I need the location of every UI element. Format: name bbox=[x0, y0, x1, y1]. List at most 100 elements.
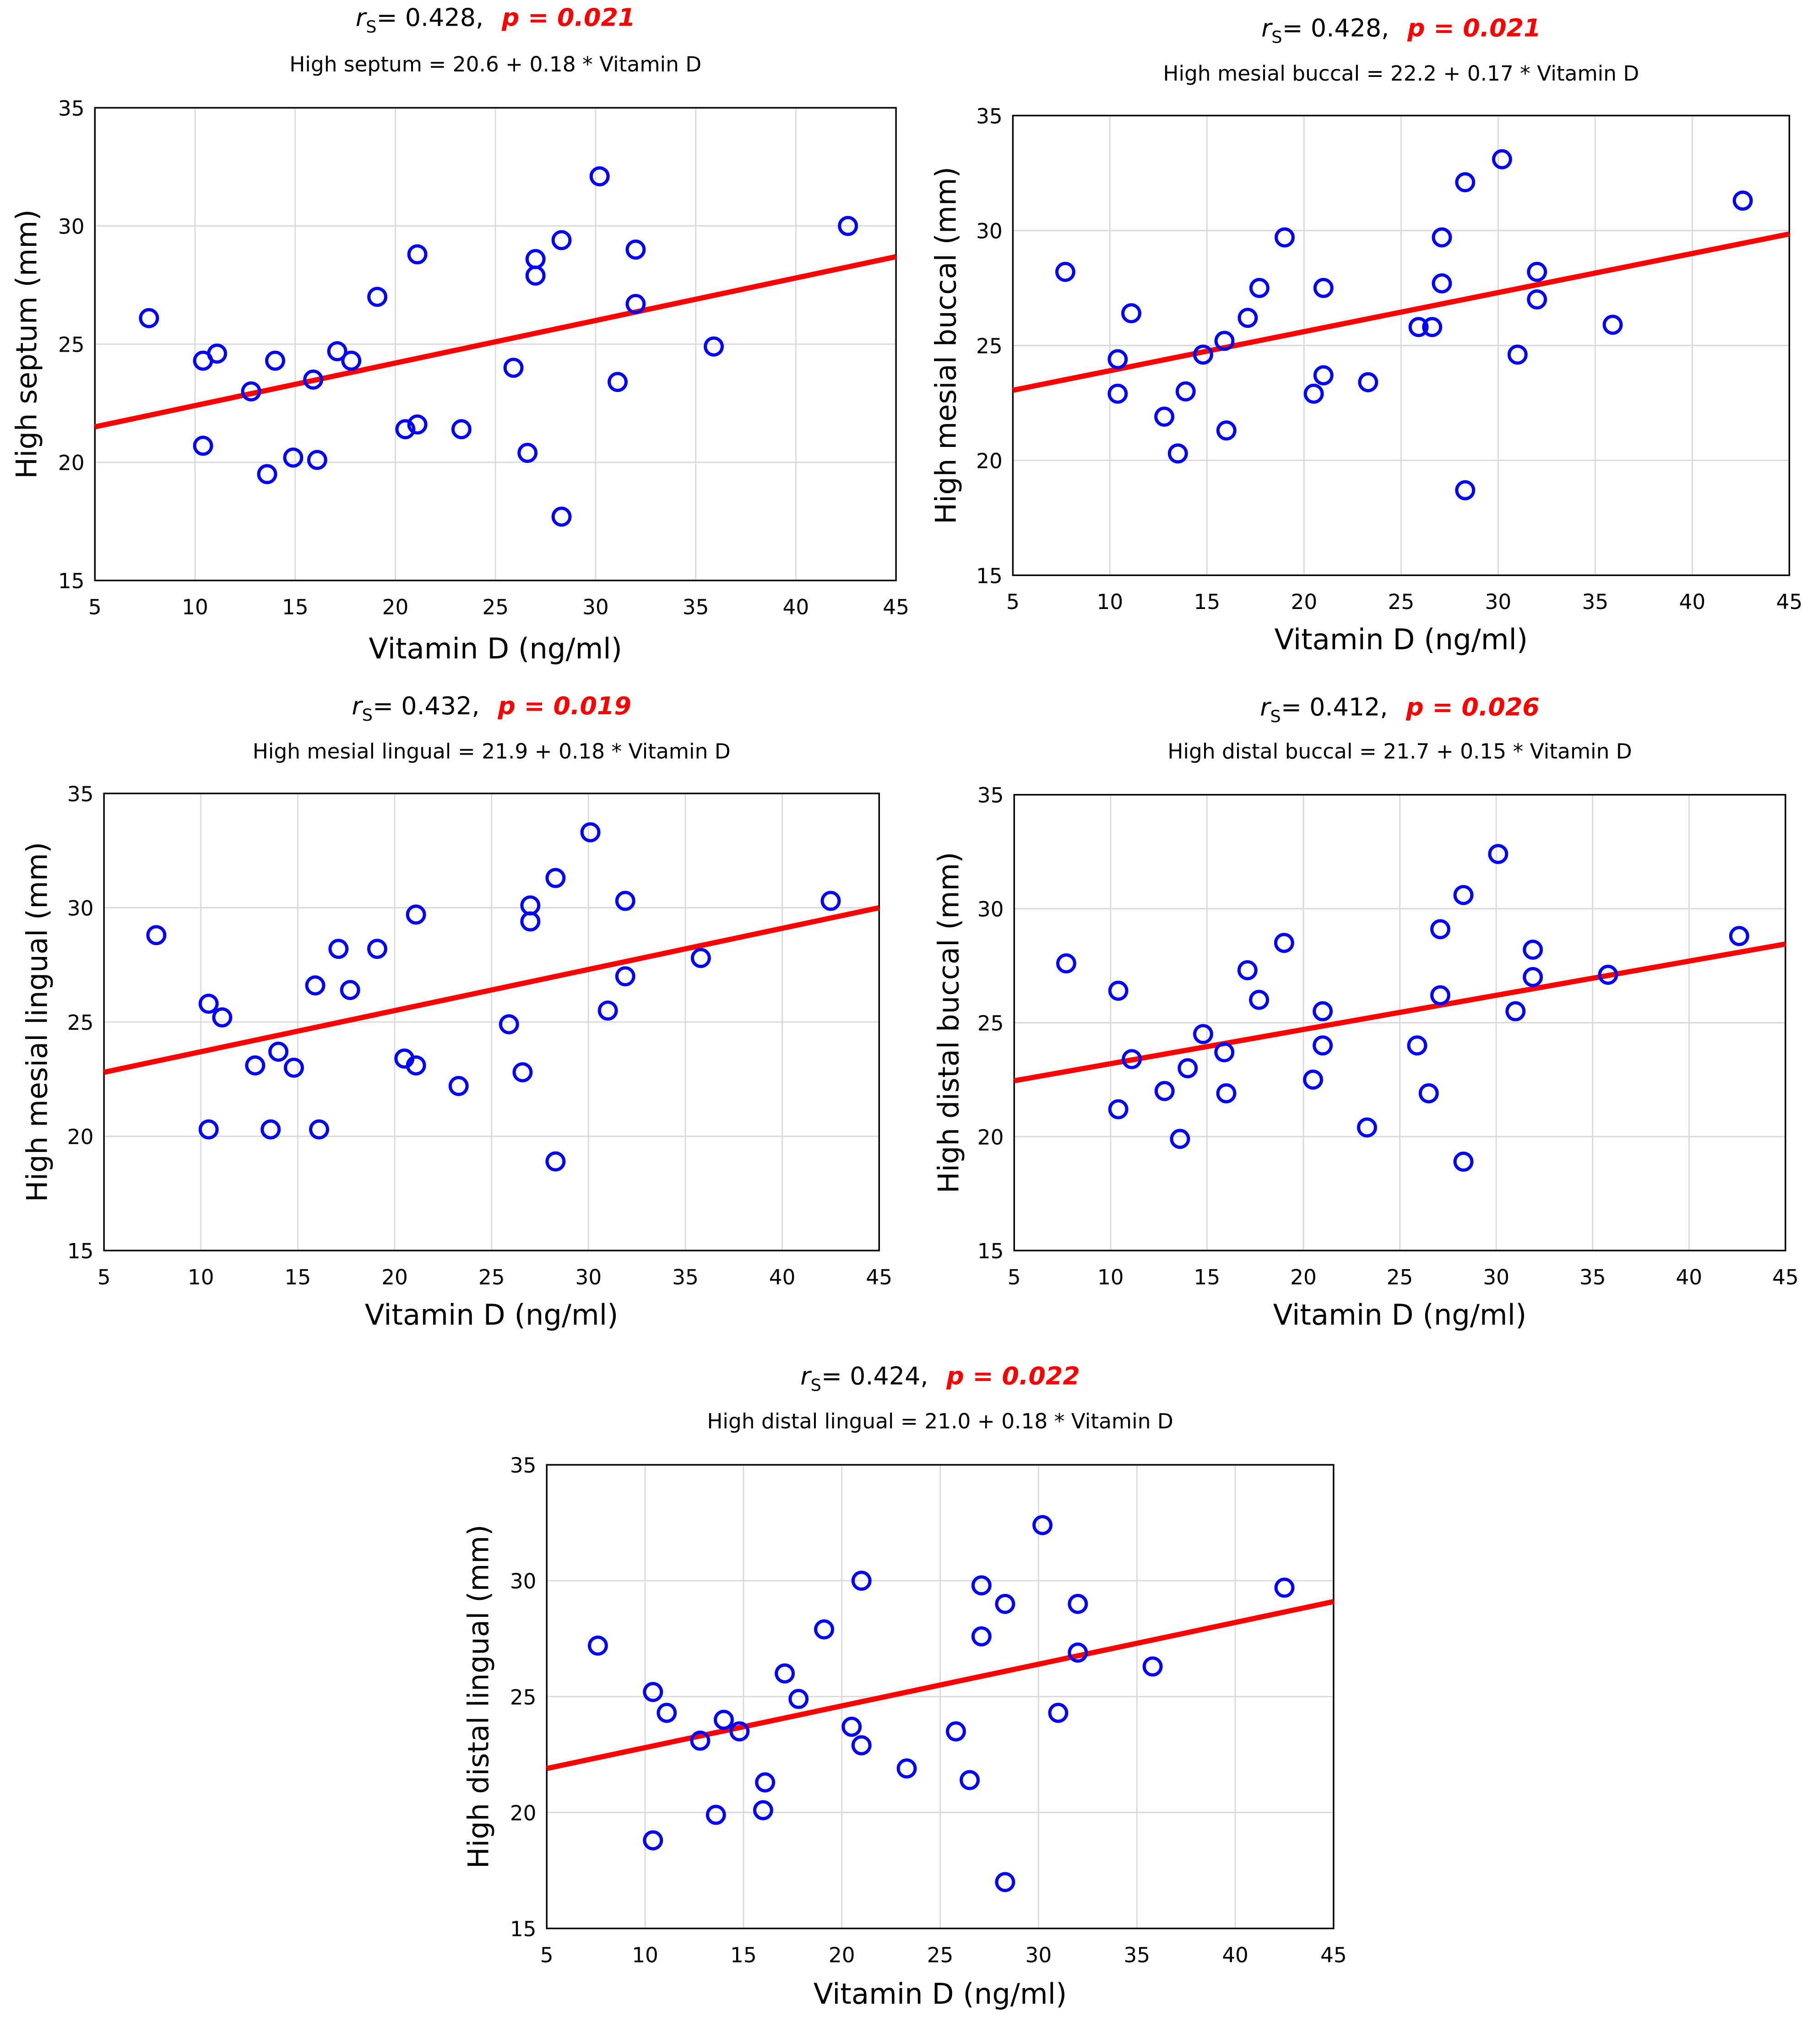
plot-frame bbox=[1013, 794, 1786, 1251]
data-point bbox=[1068, 1642, 1088, 1663]
data-point bbox=[517, 443, 538, 463]
p-value: p = 0.022 bbox=[946, 1361, 1080, 1390]
chart-title: rS= 0.428, p = 0.021 bbox=[356, 3, 635, 37]
data-point bbox=[367, 287, 388, 307]
data-point bbox=[1453, 885, 1474, 905]
data-point bbox=[971, 1626, 992, 1647]
regression-line bbox=[1012, 231, 1790, 393]
data-point bbox=[1170, 1129, 1190, 1149]
data-point bbox=[705, 1805, 726, 1825]
data-point bbox=[1237, 960, 1258, 980]
scatter-panel-2: 5 10 15 20 25 30 35 40 45 15 20 25 30 35 rS= 0.428, p =… bbox=[929, 13, 1803, 656]
data-point bbox=[615, 966, 635, 987]
data-point bbox=[1107, 383, 1128, 404]
data-point bbox=[1237, 308, 1258, 328]
data-point bbox=[1313, 277, 1334, 298]
rs-symbol: r bbox=[1260, 693, 1271, 722]
data-point bbox=[305, 975, 326, 996]
data-point bbox=[1358, 372, 1378, 392]
data-point bbox=[1175, 381, 1196, 402]
data-point bbox=[851, 1735, 872, 1756]
scatter-panel-3: 5 10 15 20 25 30 35 40 45 15 20 25 30 35 rS= 0.432, p =… bbox=[20, 691, 892, 1332]
data-point bbox=[971, 1575, 992, 1596]
data-point bbox=[193, 435, 213, 456]
x-tick-label: 10 bbox=[632, 1943, 658, 1967]
rs-symbol: r bbox=[800, 1361, 812, 1390]
data-point bbox=[851, 1571, 872, 1591]
data-point bbox=[1523, 940, 1543, 960]
data-point bbox=[283, 447, 304, 468]
data-point bbox=[1313, 1001, 1333, 1022]
data-point bbox=[406, 904, 426, 925]
data-point bbox=[1303, 1069, 1323, 1090]
x-tick-label: 30 bbox=[582, 595, 609, 619]
x-tick-label: 5 bbox=[1008, 1265, 1021, 1289]
y-tick-label: 25 bbox=[977, 1011, 1004, 1035]
data-point bbox=[257, 464, 277, 484]
data-point bbox=[307, 450, 327, 470]
x-tick-label: 40 bbox=[1676, 1265, 1702, 1289]
x-axis-label: Vitamin D (ng/ml) bbox=[814, 1977, 1067, 2011]
data-point bbox=[503, 358, 524, 378]
plot-frame bbox=[94, 107, 897, 582]
y-tick-label: 30 bbox=[67, 896, 94, 920]
data-point bbox=[525, 265, 546, 286]
data-point bbox=[340, 980, 360, 1000]
data-point bbox=[643, 1682, 663, 1702]
data-point bbox=[1729, 926, 1749, 946]
data-point bbox=[1108, 980, 1129, 1001]
data-point bbox=[1455, 172, 1476, 192]
scatter-panel-1: 5 10 15 20 25 30 35 40 45 15 20 25 30 35 rS= 0.428, p =… bbox=[10, 3, 909, 665]
data-point bbox=[1068, 1593, 1088, 1614]
y-tick-label: 25 bbox=[510, 1685, 537, 1709]
x-tick-label: 30 bbox=[1485, 590, 1512, 614]
data-point bbox=[520, 895, 541, 916]
data-point bbox=[198, 1119, 219, 1140]
data-point bbox=[1108, 1099, 1129, 1120]
rs-value: = 0.424, bbox=[821, 1361, 928, 1390]
data-point bbox=[212, 1007, 233, 1027]
data-point bbox=[1178, 1058, 1198, 1078]
data-point bbox=[690, 948, 711, 968]
x-tick-label: 35 bbox=[1579, 1265, 1606, 1289]
y-tick-label: 30 bbox=[510, 1569, 537, 1593]
data-point bbox=[551, 506, 572, 527]
data-point bbox=[713, 1709, 734, 1730]
data-point bbox=[407, 244, 428, 265]
rs-value: = 0.428, bbox=[1282, 13, 1389, 42]
x-tick-label: 20 bbox=[382, 595, 409, 619]
x-tick-label: 45 bbox=[1776, 590, 1803, 614]
data-point bbox=[1048, 1702, 1069, 1723]
y-tick-label: 30 bbox=[976, 219, 1003, 243]
x-tick-label: 45 bbox=[883, 595, 909, 619]
x-tick-label: 15 bbox=[1194, 1265, 1221, 1289]
data-point bbox=[643, 1830, 663, 1851]
data-point bbox=[615, 891, 635, 911]
y-axis-label: High distal buccal (mm) bbox=[932, 852, 965, 1194]
y-tick-label: 15 bbox=[976, 564, 1003, 588]
data-point bbox=[838, 216, 858, 236]
data-point bbox=[551, 230, 572, 250]
data-point bbox=[704, 336, 724, 357]
x-tick-label: 5 bbox=[98, 1265, 111, 1289]
x-tick-label: 20 bbox=[829, 1943, 855, 1967]
x-tick-label: 35 bbox=[1123, 1943, 1150, 1967]
data-point bbox=[657, 1702, 677, 1723]
x-axis-label: Vitamin D (ng/ml) bbox=[365, 1298, 619, 1332]
data-point bbox=[525, 249, 546, 269]
y-tick-label: 25 bbox=[67, 1011, 94, 1035]
data-point bbox=[788, 1689, 809, 1709]
x-tick-label: 25 bbox=[927, 1943, 954, 1967]
data-point bbox=[1430, 985, 1450, 1006]
x-tick-label: 25 bbox=[1387, 1265, 1413, 1289]
data-point bbox=[1303, 383, 1324, 404]
chart-title: rS= 0.432, p = 0.019 bbox=[352, 691, 631, 725]
data-point bbox=[1216, 420, 1237, 441]
data-point bbox=[327, 341, 347, 362]
p-value: p = 0.019 bbox=[497, 691, 631, 720]
x-tick-label: 15 bbox=[730, 1943, 757, 1967]
regression-equation: High septum = 20.6 + 0.18 * Vitamin D bbox=[289, 52, 701, 76]
data-point bbox=[587, 1635, 608, 1656]
data-point bbox=[1154, 407, 1175, 427]
x-tick-label: 35 bbox=[672, 1265, 699, 1289]
